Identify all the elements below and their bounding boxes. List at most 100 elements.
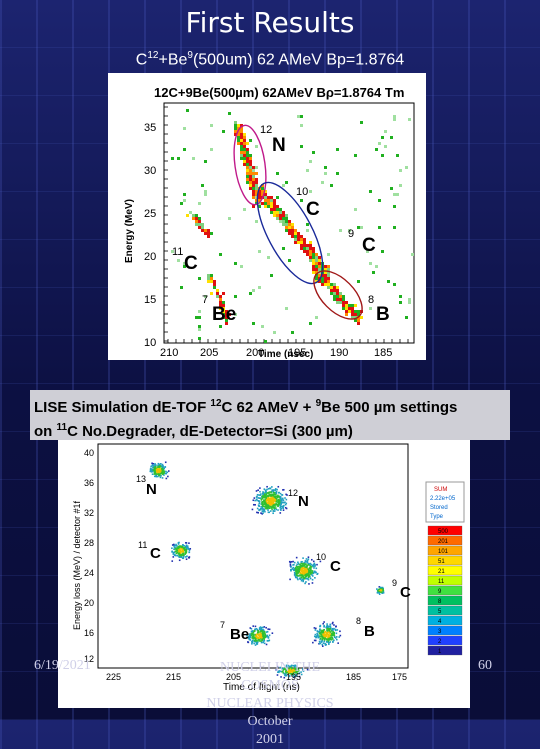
- experimental-plot-svg: 12C+9Be(500µm) 62AMeV Bρ=1.8764 Tm Energ…: [124, 85, 415, 360]
- plot2-xtick: 185: [346, 672, 361, 682]
- legend-type: Type: [430, 514, 444, 520]
- plot2-ytick: 24: [84, 568, 94, 578]
- plot1-data-cloud: [171, 109, 414, 343]
- plot2-xlabel: Time of flight (ns): [223, 682, 300, 693]
- plot2-xtick: 205: [226, 672, 241, 682]
- b8-gate: [313, 270, 363, 320]
- isotope-element: C: [330, 558, 341, 575]
- footer-conference: NUCLEI IN THE COSMOS NUCLEAR PHYSICS Oct…: [206, 660, 334, 747]
- isotope-mass: 7: [202, 294, 208, 306]
- plot1-ytick: 35: [144, 122, 156, 134]
- color-scale-value: 1: [438, 649, 442, 655]
- color-scale-value: 101: [438, 549, 449, 555]
- legend-header-box: [425, 481, 465, 523]
- plot2-ytick: 20: [84, 598, 94, 608]
- plot2-xtick: 195: [286, 672, 301, 682]
- plot2-xtick-labels: 225 215 205 195 185 175: [106, 672, 407, 682]
- plot2-xtick: 175: [392, 672, 407, 682]
- color-scale-value: 2: [438, 639, 442, 645]
- isotope-mass: 12: [288, 488, 298, 498]
- isotope-mass: 13: [136, 474, 146, 484]
- experimental-plot: 12C+9Be(500µm) 62AMeV Bρ=1.8764 Tm Energ…: [108, 73, 426, 360]
- color-scale-value: 8: [438, 599, 442, 605]
- plot1-ylabel: Energy (MeV): [124, 199, 135, 263]
- slide-subtitle: C12+Be9(500um) 62 AMeV Bp=1.8764: [135, 50, 405, 69]
- plot2-ytick: 28: [84, 538, 94, 548]
- color-scale-value: 500: [438, 529, 449, 535]
- legend-stored: Stored: [430, 505, 448, 511]
- plot1-ytick: 25: [144, 208, 156, 220]
- plot2-ylabel: Energy loss (MeV) / detector #1f: [72, 500, 82, 630]
- plot1-xtick: 205: [200, 347, 218, 359]
- isotope-element: C: [306, 199, 320, 220]
- simulation-caption: LISE Simulation dE-TOF 12C 62 AMeV + 9Be…: [30, 390, 510, 440]
- plot1-xtick: 190: [330, 347, 348, 359]
- isotope-element: C: [184, 253, 198, 274]
- isotope-element: C: [362, 235, 376, 256]
- plot1-ytick: 10: [144, 337, 156, 349]
- isotope-element: Be: [230, 626, 249, 643]
- isotope-element: Be: [212, 304, 236, 325]
- plot1-ytick: 15: [144, 294, 156, 306]
- plot2-xtick: 225: [106, 672, 121, 682]
- isotope-mass: 8: [368, 294, 374, 306]
- color-scale-value: 51: [438, 559, 445, 565]
- isotope-mass: 10: [316, 552, 326, 562]
- isotope-mass: 12: [260, 124, 272, 136]
- color-scale-value: 201: [438, 539, 449, 545]
- plot1-ytick: 30: [144, 165, 156, 177]
- isotope-mass: 7: [220, 620, 225, 630]
- isotope-element: B: [376, 304, 390, 325]
- caption-line-2: on 11C No.Degrader, dE-Detector=Si (300 …: [34, 422, 353, 440]
- isotope-mass: 8: [356, 616, 361, 626]
- color-scale-value: 5: [438, 609, 442, 615]
- isotope-element: B: [364, 623, 375, 640]
- plot1-xlabel: Time (nsec): [258, 349, 313, 360]
- color-scale-value: 3: [438, 629, 442, 635]
- isotope-element: N: [146, 481, 157, 498]
- plot1-ytick: 20: [144, 251, 156, 263]
- plot1-xtick: 195: [288, 347, 306, 359]
- isotope-mass: 9: [392, 578, 397, 588]
- plot2-data-clouds: [149, 461, 385, 679]
- plot1-ticks: [164, 106, 409, 343]
- plot2-xtick: 215: [166, 672, 181, 682]
- n12-gate: [233, 124, 267, 206]
- footer-page-number: 60: [478, 658, 492, 673]
- simulation-plot-svg: Energy loss (MeV) / detector #1f Time of…: [72, 443, 465, 693]
- plot2-ytick: 36: [84, 478, 94, 488]
- plot1-xtick: 185: [374, 347, 392, 359]
- legend-count: 2.22e+05: [430, 496, 456, 502]
- plot1-xtick-labels: 210 205 200 195 190 185: [160, 347, 392, 359]
- color-scale-value: 9: [438, 589, 442, 595]
- slide-title: First Results: [185, 6, 355, 39]
- plot1-header: 12C+9Be(500µm) 62AMeV Bρ=1.8764 Tm: [154, 85, 404, 100]
- isotope-mass: 9: [348, 228, 354, 240]
- caption-line-1: LISE Simulation dE-TOF 12C 62 AMeV + 9Be…: [34, 398, 458, 416]
- color-scale-value: 21: [438, 569, 445, 575]
- color-scale-value: 4: [438, 619, 442, 625]
- c10-gate: [256, 181, 324, 285]
- plot2-ytick: 32: [84, 508, 94, 518]
- plot1-ytick-labels: 35 30 25 20 15 10: [144, 122, 156, 349]
- isotope-element: C: [400, 584, 411, 601]
- legend-sum: SUM: [434, 487, 447, 493]
- plot1-xtick: 200: [246, 347, 264, 359]
- plot2-ytick: 12: [84, 654, 94, 664]
- isotope-mass: 10: [296, 186, 308, 198]
- plot2-ytick: 40: [84, 448, 94, 458]
- plot2-ytick-labels: 40 36 32 28 24 20 16 12: [84, 448, 94, 664]
- isotope-mass: 11: [172, 246, 183, 258]
- plot2-isotope-labels: 13 N 12 N 11 C 10 C 9 C 7 Be 8 B: [136, 474, 411, 643]
- footer-date: 6/19/2021: [34, 658, 91, 673]
- color-scale-legend: SUM 2.22e+05 Stored Type 500201101512111…: [425, 481, 465, 656]
- isotope-element: N: [298, 493, 309, 510]
- simulation-plot: Energy loss (MeV) / detector #1f Time of…: [58, 390, 470, 708]
- plot1-xtick: 210: [160, 347, 178, 359]
- isotope-mass: 11: [138, 540, 147, 550]
- isotope-element: C: [150, 545, 161, 562]
- color-scale-value: 11: [438, 579, 445, 585]
- isotope-element: N: [272, 135, 286, 156]
- plot1-frame: [163, 102, 415, 344]
